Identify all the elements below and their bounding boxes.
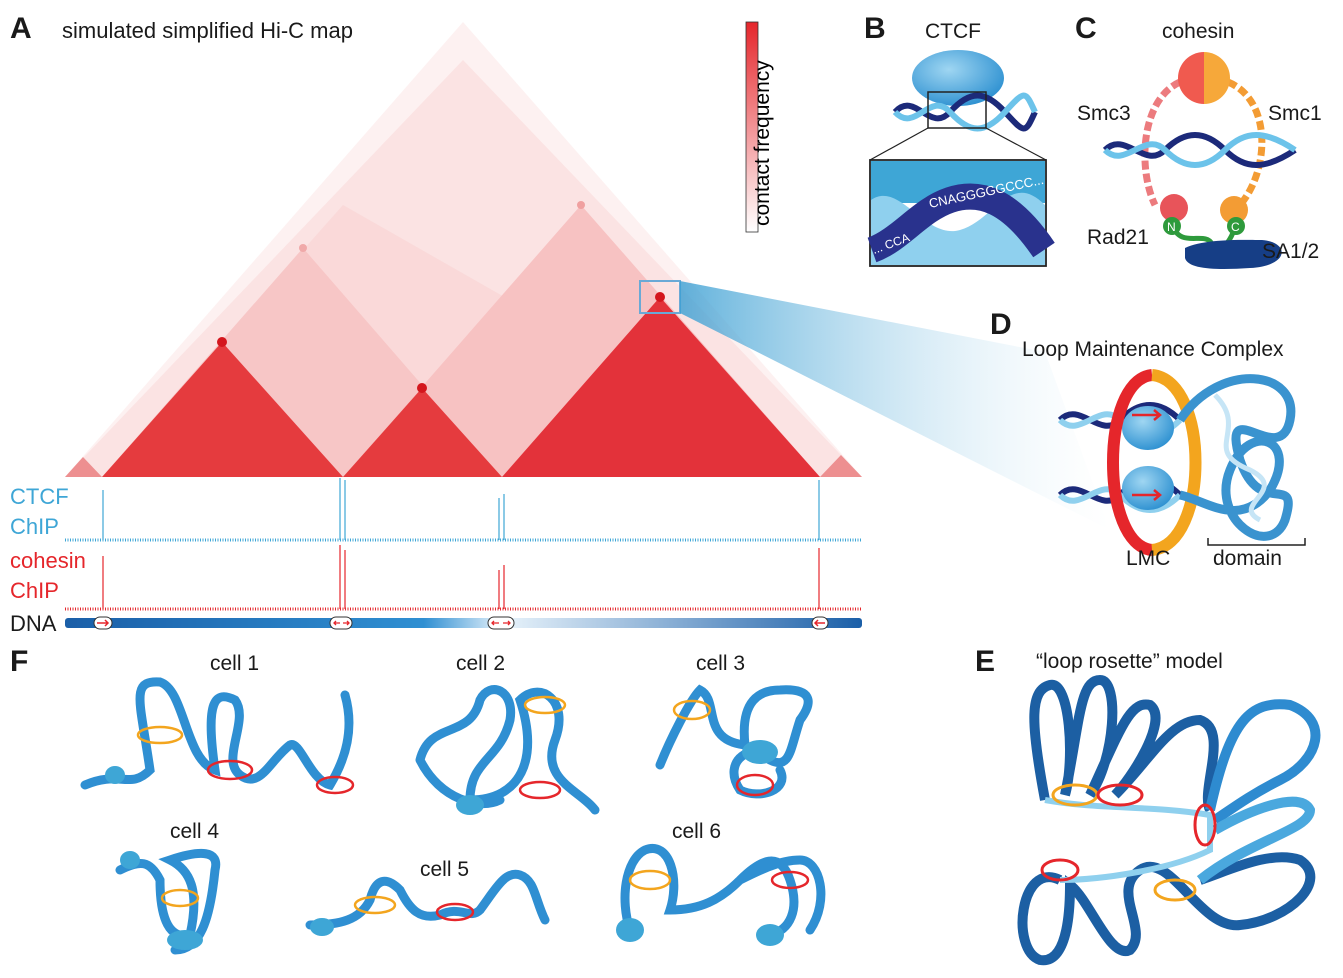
panel-label-c: C xyxy=(1075,12,1097,45)
cohesin-hinge xyxy=(1178,52,1230,104)
panel-label-e: E xyxy=(975,645,996,678)
loop-peak-1 xyxy=(217,337,227,347)
lmc-ring-orange xyxy=(1150,369,1202,556)
ctcf-site-2 xyxy=(329,616,353,630)
cell-label-6: cell 6 xyxy=(672,820,722,843)
loop-peak-2 xyxy=(417,383,427,393)
cohesin-track-label-2: ChIP xyxy=(10,578,59,603)
rosette-loops-bottom xyxy=(1017,852,1316,966)
lmc-ctcf-top xyxy=(1122,406,1174,450)
ctcf-title: CTCF xyxy=(925,20,981,43)
ctcf-site-1 xyxy=(93,616,113,630)
lmc-arrow-bottom xyxy=(1132,489,1162,501)
rad21-label: Rad21 xyxy=(1087,226,1149,249)
rad21-c-terminus xyxy=(1227,217,1245,235)
cell-4-fiber xyxy=(115,848,221,955)
domain-label: domain xyxy=(1213,547,1282,570)
lmc-ring-red xyxy=(1107,369,1154,556)
cohesin-dna-strand-2 xyxy=(1102,132,1297,168)
ctcf-dna-strand-2 xyxy=(892,92,1038,132)
ctcf-track-label-1: CTCF xyxy=(10,484,69,509)
panel-d-lmc xyxy=(1057,369,1306,556)
panel-label-a: A xyxy=(10,12,32,45)
cell-label-4: cell 4 xyxy=(170,820,220,843)
cell-5-fiber xyxy=(305,869,550,936)
ctcf-dna-strand-1 xyxy=(892,92,1038,132)
rosette-title: “loop rosette” model xyxy=(1036,650,1223,673)
smc1-label: Smc1 xyxy=(1268,102,1322,125)
lmc-title: Loop Maintenance Complex xyxy=(1022,338,1284,361)
hic-tad-3 xyxy=(502,297,820,477)
panel-e-rosette xyxy=(1017,674,1321,966)
colorbar-label: contact frequency xyxy=(751,60,774,226)
cell-label-5: cell 5 xyxy=(420,858,470,881)
cell-1-fiber xyxy=(80,677,355,795)
smc3-label: Smc3 xyxy=(1077,102,1131,125)
panel-f-cells xyxy=(80,677,826,955)
smc1-head xyxy=(1220,196,1248,224)
cell-label-3: cell 3 xyxy=(696,652,746,675)
lmc-label: LMC xyxy=(1126,547,1171,570)
cohesin-chip-track xyxy=(65,545,862,611)
panel-label-d: D xyxy=(990,308,1012,341)
smc3-head xyxy=(1160,194,1188,222)
panel-label-b: B xyxy=(864,12,886,45)
sa-label: SA1/2 xyxy=(1262,240,1320,263)
loop-peak-outer xyxy=(577,201,585,209)
ctcf-motif-strand xyxy=(866,183,1055,263)
dna-bar xyxy=(65,616,862,630)
lmc-ctcf-bottom xyxy=(1122,466,1174,510)
lmc-arrow-top xyxy=(1132,409,1162,421)
ctcf-chip-track xyxy=(65,478,862,542)
domain-coil xyxy=(1176,374,1296,541)
hic-tad-1 xyxy=(102,342,343,477)
dna-track-label: DNA xyxy=(10,611,57,636)
ctcf-zoom-box xyxy=(927,91,987,129)
cell-2-fiber xyxy=(415,685,600,815)
panel-b-ctcf xyxy=(866,50,1055,267)
rad21-c-label: C xyxy=(1231,220,1240,234)
cohesin-title: cohesin xyxy=(1162,20,1235,43)
cell-label-1: cell 1 xyxy=(210,652,260,675)
ctcf-track-label-2: ChIP xyxy=(10,514,59,539)
cell-3-fiber xyxy=(655,684,813,799)
domain-bracket xyxy=(1207,538,1306,546)
cell-label-2: cell 2 xyxy=(456,652,506,675)
cell-6-fiber xyxy=(616,844,826,946)
hic-edge-left xyxy=(65,457,102,477)
smc3-arm xyxy=(1141,78,1182,207)
panel-label-f: F xyxy=(10,645,29,678)
ctcf-site-3 xyxy=(487,616,515,630)
hic-map-title: simulated simplified Hi-C map xyxy=(62,18,353,43)
hic-edge-right xyxy=(820,455,862,477)
hic-tad-2 xyxy=(343,388,502,477)
rad21-n-label: N xyxy=(1167,220,1176,234)
loop-peak-left-outer xyxy=(299,244,307,252)
panel-c-cohesin xyxy=(1102,52,1297,269)
loop-peak-3 xyxy=(655,292,665,302)
zoom-wedge xyxy=(680,281,1110,530)
colorbar xyxy=(745,21,759,233)
rad21-n-terminus xyxy=(1163,217,1181,235)
hic-map xyxy=(65,22,862,477)
ctcf-site-4 xyxy=(811,616,829,630)
rosette-loops-top xyxy=(1029,674,1219,813)
sa-subunit xyxy=(1185,239,1282,269)
cohesin-track-label-1: cohesin xyxy=(10,548,86,573)
